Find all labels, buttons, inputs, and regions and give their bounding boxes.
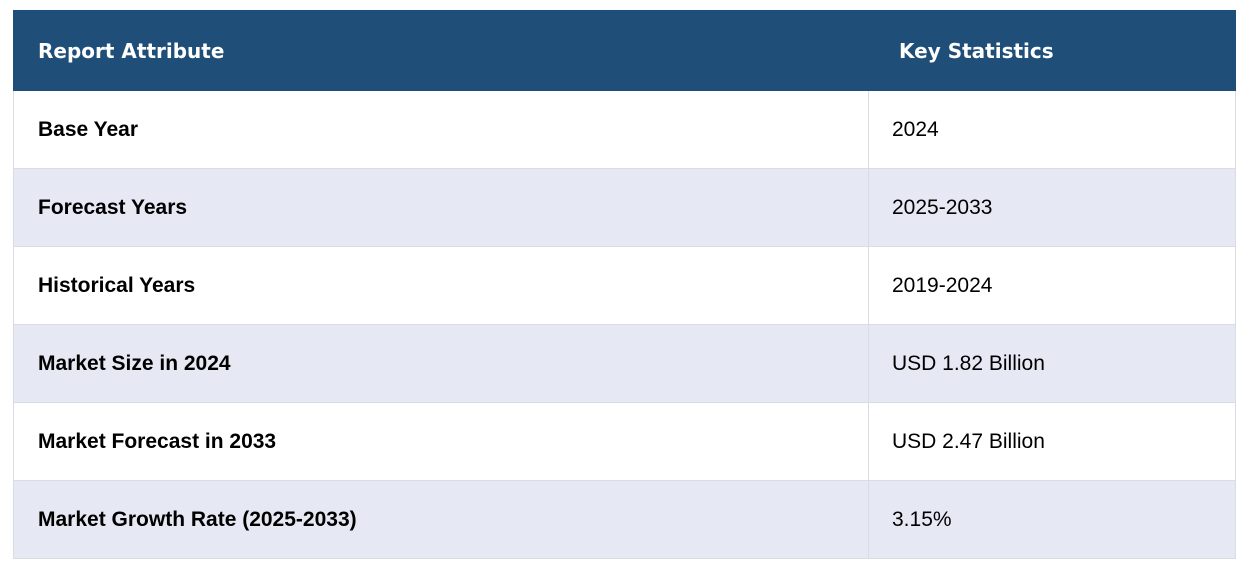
table-row: Market Forecast in 2033 USD 2.47 Billion xyxy=(13,402,1236,481)
table-row: Historical Years 2019-2024 xyxy=(13,246,1236,325)
row-value-cell: USD 1.82 Billion xyxy=(868,324,1236,403)
row-attribute-cell: Forecast Years xyxy=(13,168,869,247)
report-attributes-table: Report Attribute Key Statistics Base Yea… xyxy=(13,10,1236,559)
header-key-statistics: Key Statistics xyxy=(868,10,1236,91)
table-header-row: Report Attribute Key Statistics xyxy=(13,10,1236,91)
table-header: Report Attribute Key Statistics xyxy=(13,10,1236,91)
table-row: Forecast Years 2025-2033 xyxy=(13,168,1236,247)
row-attribute-cell: Market Forecast in 2033 xyxy=(13,402,869,481)
row-value-cell: 2025-2033 xyxy=(868,168,1236,247)
row-attribute-cell: Base Year xyxy=(13,90,869,169)
row-attribute-cell: Market Growth Rate (2025-2033) xyxy=(13,480,869,559)
table-row: Market Growth Rate (2025-2033) 3.15% xyxy=(13,480,1236,559)
row-attribute-cell: Market Size in 2024 xyxy=(13,324,869,403)
table-body: Base Year 2024 Forecast Years 2025-2033 … xyxy=(13,90,1236,559)
row-value-cell: 2019-2024 xyxy=(868,246,1236,325)
header-report-attribute: Report Attribute xyxy=(13,10,869,91)
table-row: Base Year 2024 xyxy=(13,90,1236,169)
row-value-cell: 2024 xyxy=(868,90,1236,169)
row-value-cell: 3.15% xyxy=(868,480,1236,559)
table-row: Market Size in 2024 USD 1.82 Billion xyxy=(13,324,1236,403)
row-value-cell: USD 2.47 Billion xyxy=(868,402,1236,481)
row-attribute-cell: Historical Years xyxy=(13,246,869,325)
